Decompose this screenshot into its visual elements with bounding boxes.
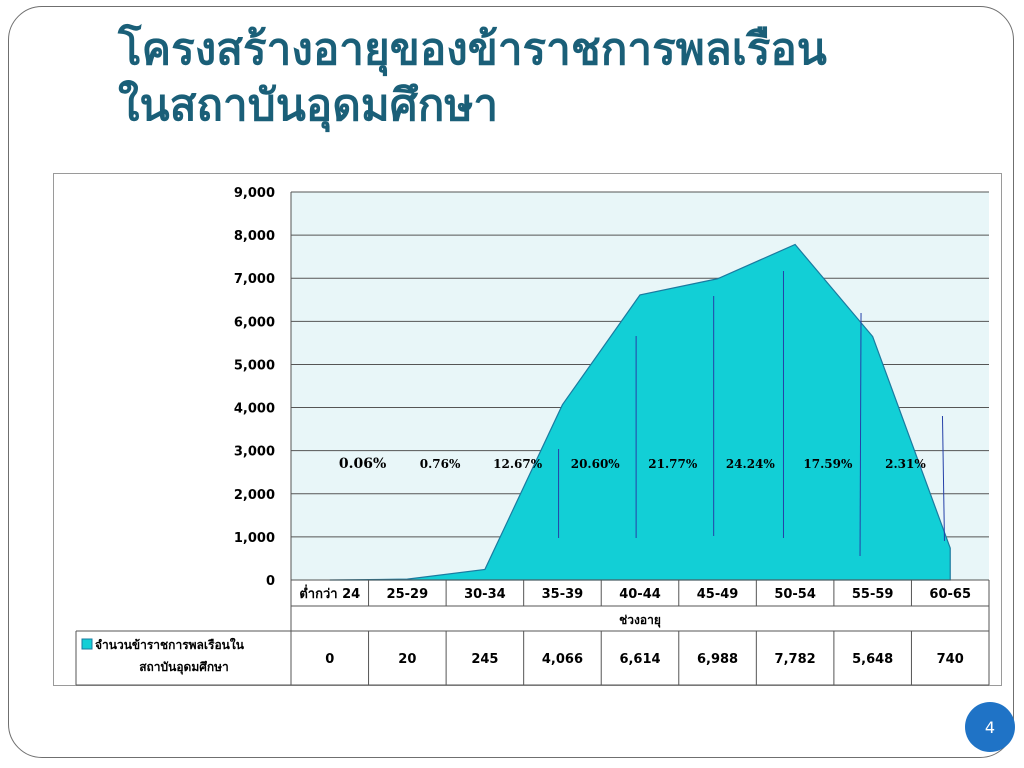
- percent-label: 17.59%: [803, 457, 853, 471]
- data-value-label: 740: [937, 652, 964, 667]
- percent-label: 24.24%: [726, 457, 776, 471]
- category-label: 60-65: [929, 587, 971, 602]
- chart-container: 0 1,000 2,000 3,000 4,000 5,000 6,000 7,000 8,00…: [53, 173, 1002, 686]
- percent-label: 21.77%: [648, 457, 698, 471]
- y-tick-label: 6,000: [234, 315, 275, 330]
- percent-label: 0.06%: [339, 456, 386, 472]
- data-value-label: 5,648: [852, 652, 893, 667]
- y-tick-label: 9,000: [234, 186, 275, 201]
- category-label: ต่ำกว่า 24: [299, 584, 360, 602]
- category-label: 30-34: [464, 587, 506, 602]
- area-chart: 0 1,000 2,000 3,000 4,000 5,000 6,000 7,000 8,00…: [75, 186, 990, 686]
- percent-label: 0.76%: [420, 457, 461, 471]
- x-axis-title: ช่วงอายุ: [619, 613, 661, 628]
- title-line-2: ในสถาบันอุดมศึกษา: [118, 80, 499, 131]
- marker-line: [859, 312, 862, 557]
- category-label: 45-49: [697, 587, 739, 602]
- legend-swatch: [81, 638, 93, 650]
- area-series: [329, 243, 951, 581]
- percent-label: 2.31%: [885, 457, 926, 471]
- y-tick-label: 8,000: [234, 229, 275, 244]
- page-number-badge: 4: [965, 702, 1015, 752]
- slide-title: โครงสร้างอายุของข้าราชการพลเรือน ในสถาบั…: [118, 22, 827, 134]
- legend-label-line-2: สถาบันอุดมศึกษา: [139, 660, 229, 675]
- y-tick-label: 5,000: [234, 358, 275, 373]
- y-tick-label: 1,000: [234, 531, 275, 546]
- data-value-label: 6,614: [619, 652, 660, 667]
- y-tick-label: 4,000: [234, 402, 275, 417]
- marker-line: [941, 415, 945, 542]
- category-label: 40-44: [619, 587, 661, 602]
- data-value-label: 6,988: [697, 652, 738, 667]
- data-value-label: 245: [471, 652, 498, 667]
- legend-label-line-1: จำนวนข้าราชการพลเรือนใน: [95, 637, 245, 652]
- y-tick-label: 3,000: [234, 445, 275, 460]
- data-value-label: 7,782: [775, 652, 816, 667]
- category-label: 55-59: [852, 587, 894, 602]
- category-label: 25-29: [387, 587, 429, 602]
- y-tick-label: 0: [266, 574, 275, 589]
- data-value-label: 20: [398, 652, 416, 667]
- category-label: 35-39: [542, 587, 584, 602]
- y-tick-label: 7,000: [234, 272, 275, 287]
- category-label: 50-54: [774, 587, 816, 602]
- title-line-1: โครงสร้างอายุของข้าราชการพลเรือน: [118, 24, 827, 75]
- data-value-label: 0: [325, 652, 334, 667]
- percent-label: 12.67%: [493, 457, 543, 471]
- data-value-label: 4,066: [542, 652, 583, 667]
- y-tick-label: 2,000: [234, 488, 275, 503]
- percent-label: 20.60%: [571, 457, 621, 471]
